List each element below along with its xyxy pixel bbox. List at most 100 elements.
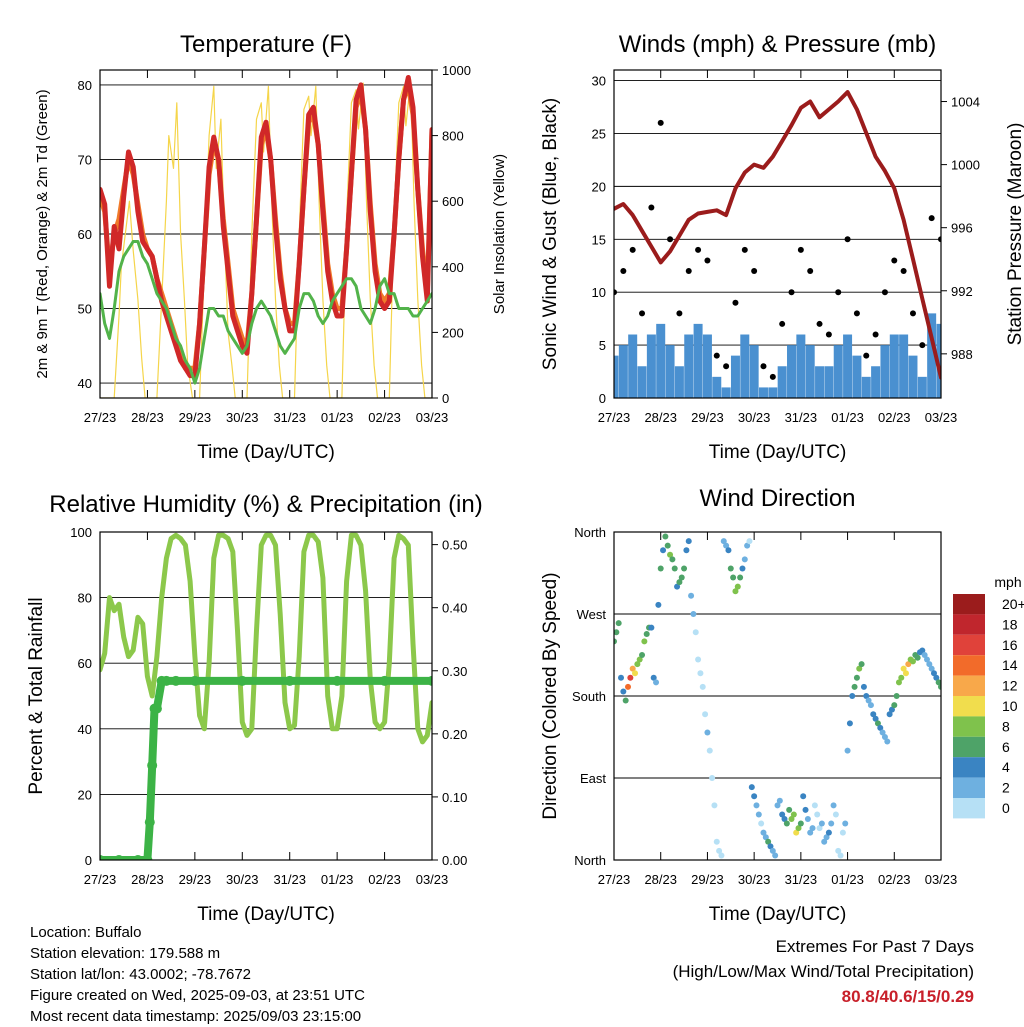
- direction-point: [797, 820, 804, 827]
- precip-point: [332, 675, 343, 686]
- chart-temperature: Temperature (F) Time (Day/UTC) 2m & 9m T (…: [34, 31, 508, 463]
- x-tick-label: 01/23: [831, 410, 864, 425]
- direction-point: [923, 656, 930, 663]
- gust-point: [779, 320, 786, 327]
- y-axis-label: Direction (Colored By Speed): [540, 572, 561, 819]
- direction-point: [706, 747, 713, 754]
- gust-point: [614, 289, 617, 296]
- gust-point: [919, 342, 926, 349]
- direction-point: [858, 661, 865, 668]
- x-axis-label: Time (Day/UTC): [709, 442, 847, 463]
- x-tick-label: 02/23: [368, 872, 401, 887]
- y-tick-label: North: [574, 525, 606, 540]
- precip-point: [161, 675, 172, 686]
- precip-point: [284, 675, 295, 686]
- gust-point: [807, 268, 814, 275]
- direction-point: [704, 729, 711, 736]
- gust-point: [657, 119, 664, 126]
- direction-point: [886, 711, 893, 718]
- direction-point: [849, 693, 856, 699]
- series-line: [100, 532, 432, 745]
- gust-point: [844, 236, 851, 243]
- gust-point: [713, 352, 720, 359]
- gust-point: [685, 268, 692, 275]
- direction-point: [653, 679, 660, 686]
- y-tick-label-right: 1000: [951, 158, 980, 173]
- x-tick-label: 28/23: [644, 410, 677, 425]
- y-tick-label: North: [574, 853, 606, 868]
- colorbar-label: 16: [1002, 637, 1018, 653]
- y-tick-label: 0: [85, 853, 92, 868]
- x-tick-label: 28/23: [131, 410, 164, 425]
- x-axis-label: Time (Day/UTC): [197, 442, 335, 463]
- precip-point: [144, 817, 155, 828]
- direction-point: [639, 652, 646, 658]
- x-tick-label: 30/23: [738, 872, 771, 887]
- figure-created: Figure created on Wed, 2025-09-03, at 23…: [30, 987, 365, 1004]
- direction-point: [746, 538, 753, 545]
- gust-point: [891, 257, 898, 264]
- x-tick-label: 01/23: [321, 410, 354, 425]
- direction-point: [891, 702, 898, 709]
- plot-area: [614, 90, 941, 398]
- direction-point: [664, 542, 671, 549]
- gust-point: [909, 310, 916, 317]
- precip-point: [132, 855, 143, 860]
- direction-point: [655, 601, 662, 608]
- x-tick-label: 31/23: [273, 872, 306, 887]
- gust-point: [629, 246, 636, 253]
- direction-point: [835, 847, 842, 854]
- colorbar-label: 18: [1002, 616, 1018, 632]
- y-axis-label: Percent & Total Rainfall: [26, 597, 47, 794]
- y-tick-label-right: 400: [442, 260, 464, 275]
- x-tick-label: 29/23: [179, 410, 212, 425]
- y-axis-label: Sonic Wind & Gust (Blue, Black): [540, 98, 561, 370]
- direction-point: [888, 706, 895, 713]
- direction-point: [860, 683, 867, 690]
- plot-area: [100, 75, 432, 398]
- gust-point: [667, 236, 674, 243]
- direction-point: [730, 574, 737, 581]
- precip-point: [100, 855, 105, 860]
- direction-point: [671, 565, 678, 572]
- extremes-title: Extremes For Past 7 Days: [775, 937, 974, 956]
- y-tick-label: 70: [78, 152, 92, 167]
- y-tick-label: 80: [78, 591, 92, 606]
- direction-point: [795, 825, 802, 832]
- colorbar-label: 14: [1002, 657, 1018, 673]
- direction-point: [804, 816, 811, 822]
- direction-point: [685, 538, 692, 545]
- direction-point: [769, 847, 776, 854]
- colorbar-label: 12: [1002, 678, 1018, 694]
- direction-point: [676, 579, 683, 586]
- colorbar-swatch: [953, 634, 985, 656]
- direction-point: [699, 683, 706, 690]
- direction-point: [716, 847, 723, 854]
- colorbar-label: 0: [1002, 800, 1010, 816]
- y-tick-label: South: [572, 689, 606, 704]
- direction-point: [938, 683, 941, 690]
- direction-point: [902, 670, 909, 677]
- chart-humidity: Relative Humidity (%) & Precipitation (i…: [26, 491, 483, 925]
- direction-point: [758, 820, 765, 827]
- direction-point: [828, 820, 835, 827]
- x-tick-label: 03/23: [416, 872, 449, 887]
- series-line: [614, 90, 941, 380]
- extremes-summary: Extremes For Past 7 Days (High/Low/Max W…: [673, 934, 974, 1009]
- direction-point: [776, 797, 783, 804]
- direction-point: [779, 811, 786, 818]
- colorbar-swatch: [953, 736, 985, 758]
- gust-point: [872, 331, 879, 338]
- y-tick-label-right: 1000: [442, 63, 471, 78]
- y-tick-label: 80: [78, 78, 92, 93]
- direction-point: [620, 688, 627, 695]
- x-tick-label: 28/23: [644, 872, 677, 887]
- y-tick-label: 10: [592, 285, 606, 300]
- direction-point: [851, 683, 858, 690]
- gust-point: [648, 204, 655, 211]
- colorbar-label: 4: [1002, 759, 1010, 775]
- y-tick-label-right: 800: [442, 129, 464, 144]
- gust-point: [900, 268, 907, 275]
- direction-point: [818, 820, 825, 827]
- plot-frame: [99, 531, 433, 861]
